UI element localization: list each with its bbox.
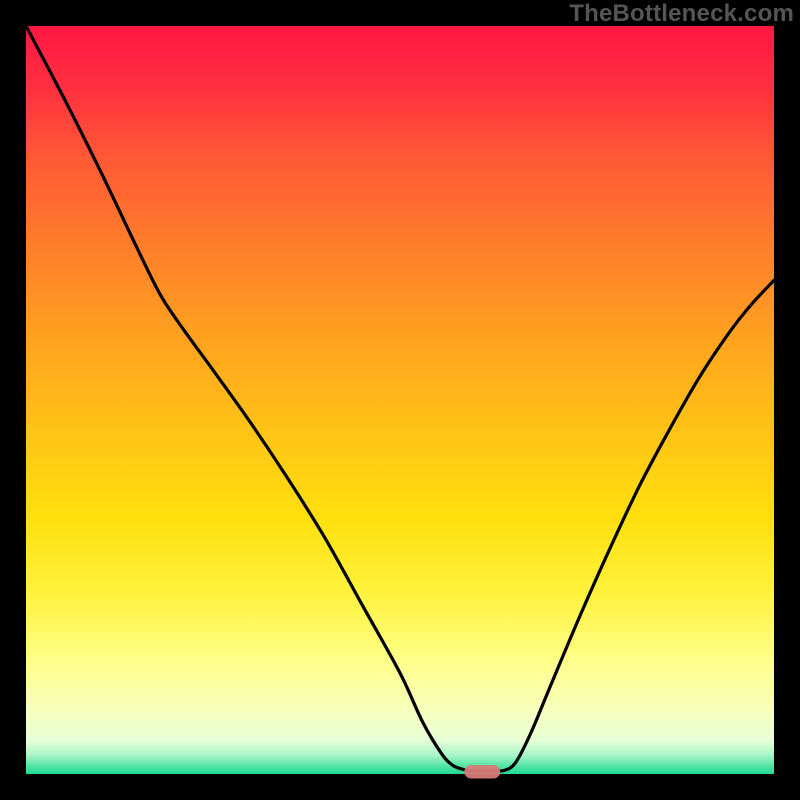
watermark-text: TheBottleneck.com — [569, 0, 794, 28]
optimum-marker — [464, 765, 500, 778]
bottleneck-chart — [0, 0, 800, 800]
plot-background — [26, 26, 774, 774]
